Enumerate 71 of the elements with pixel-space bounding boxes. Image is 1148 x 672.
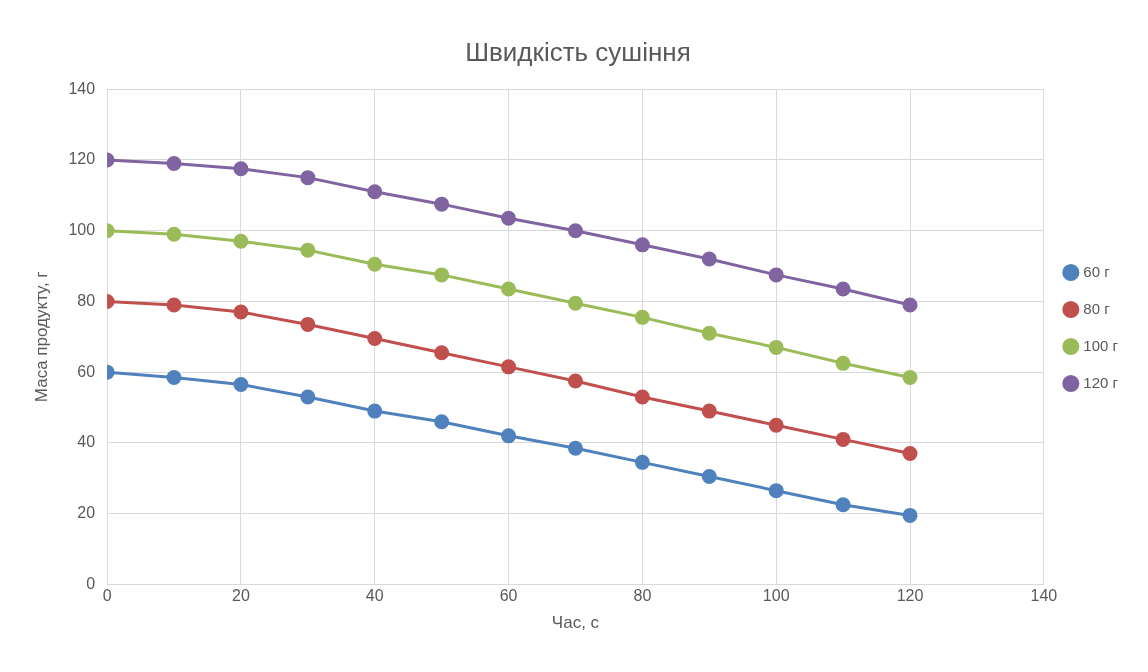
point <box>902 507 918 523</box>
point <box>501 210 517 226</box>
y-tick-label: 0 <box>86 574 96 592</box>
point <box>434 414 450 430</box>
point <box>701 251 717 267</box>
point <box>367 184 383 200</box>
y-tick-label: 60 <box>77 362 96 380</box>
x-tick-label: 120 <box>896 587 924 605</box>
x-tick-label: 100 <box>762 587 790 605</box>
point <box>701 403 717 419</box>
point <box>434 267 450 283</box>
point <box>166 226 182 242</box>
point <box>567 373 583 389</box>
legend-label: 100 г <box>1083 336 1119 354</box>
point <box>835 497 851 513</box>
y-tick-label: 120 <box>68 150 96 168</box>
chart-title: Швидкість сушіння <box>465 36 691 67</box>
y-tick-label: 80 <box>77 291 96 309</box>
point <box>501 281 517 297</box>
x-tick-label: 0 <box>102 587 112 605</box>
point <box>300 170 316 186</box>
point <box>567 440 583 456</box>
point <box>567 295 583 311</box>
point <box>434 345 450 361</box>
point <box>701 325 717 341</box>
point <box>768 339 784 355</box>
y-tick-label: 100 <box>68 221 96 239</box>
y-tick-label: 140 <box>68 79 96 97</box>
point <box>501 359 517 375</box>
point <box>768 483 784 499</box>
point <box>367 331 383 347</box>
legend-label: 120 г <box>1083 373 1119 391</box>
point <box>634 389 650 405</box>
point <box>768 417 784 433</box>
point <box>233 233 249 249</box>
point <box>166 369 182 385</box>
point <box>634 309 650 325</box>
point <box>835 355 851 371</box>
x-tick-label: 40 <box>365 587 384 605</box>
y-tick-label: 40 <box>77 433 96 451</box>
x-axis-title: Час, с <box>551 613 600 633</box>
point <box>902 297 918 313</box>
x-tick-label: 140 <box>1030 587 1058 605</box>
point <box>300 316 316 332</box>
point <box>166 297 182 313</box>
legend-label: 60 г <box>1083 262 1111 280</box>
point <box>367 403 383 419</box>
x-tick-label: 60 <box>499 587 518 605</box>
point <box>434 196 450 212</box>
point <box>501 428 517 444</box>
point <box>902 369 918 385</box>
point <box>567 223 583 239</box>
y-axis-title: Маса продукту, г <box>31 271 51 403</box>
y-tick-label: 20 <box>77 504 96 522</box>
point <box>835 431 851 447</box>
point <box>233 161 249 177</box>
point <box>634 454 650 470</box>
point <box>634 237 650 253</box>
legend-label: 80 г <box>1083 299 1111 317</box>
point <box>367 256 383 272</box>
point <box>300 389 316 405</box>
point <box>233 377 249 393</box>
point <box>300 242 316 258</box>
point <box>233 304 249 320</box>
point <box>166 155 182 171</box>
point <box>701 469 717 485</box>
point <box>902 446 918 462</box>
point <box>835 281 851 297</box>
point <box>768 267 784 283</box>
x-tick-label: 20 <box>232 587 250 605</box>
x-tick-label: 80 <box>633 587 652 605</box>
